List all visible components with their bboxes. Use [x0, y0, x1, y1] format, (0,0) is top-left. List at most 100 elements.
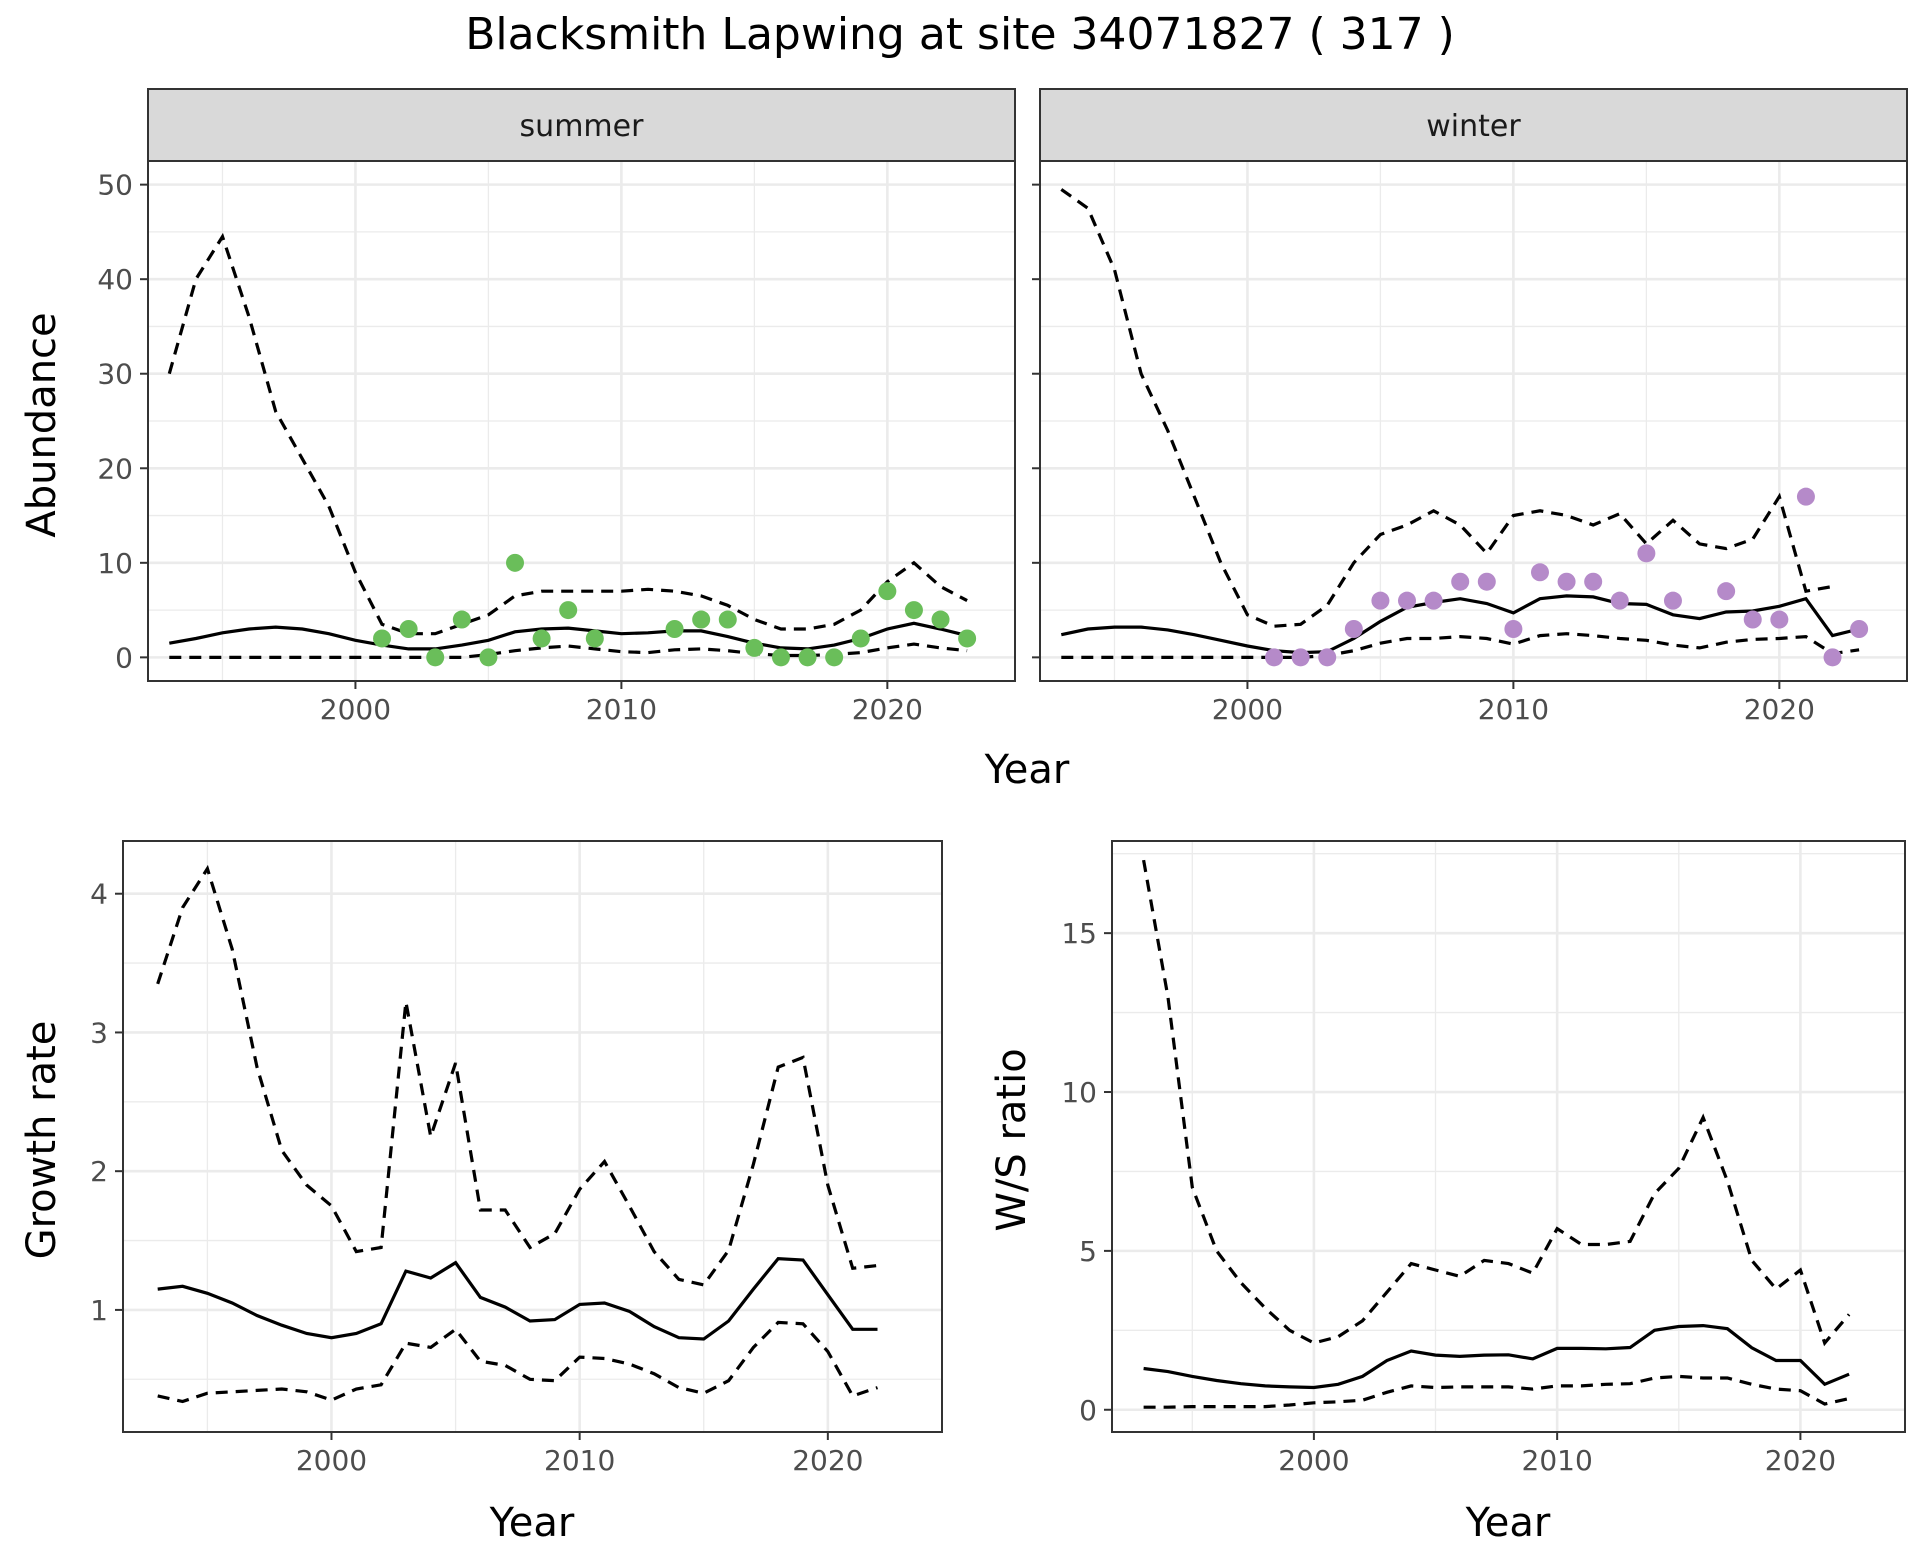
growth-x-axis-title: Year — [489, 1500, 575, 1546]
panel-summer: summer 2000 2010 2020 0 10 20 30 40 50 — [97, 88, 1016, 726]
plot-winter: 2000 2010 2020 — [1032, 160, 1908, 726]
winter-observation-point — [1265, 648, 1284, 667]
ws-lower-bound-line — [1143, 1374, 1850, 1409]
ws-x-axis-title: Year — [1465, 1500, 1551, 1546]
summer-mean-line — [169, 621, 968, 651]
ws-mean-line — [1143, 1323, 1850, 1390]
summer-x-tick-label: 2000 — [320, 693, 391, 726]
growth-plot-background — [123, 841, 942, 1432]
winter-mean-line — [1060, 594, 1860, 655]
ws-x-tick-label: 2010 — [1522, 1444, 1593, 1477]
summer-observation-point — [399, 620, 418, 638]
summer-panel-border — [147, 160, 1016, 682]
figure-title: Blacksmith Lapwing at site 34071827 ( 31… — [465, 9, 1454, 60]
ws-y-tick-label: 0 — [1079, 1394, 1097, 1427]
ws-upper-bound-line — [1142, 859, 1851, 1347]
ws-x-tick-label: 2000 — [1278, 1444, 1349, 1477]
strip-winter — [1039, 88, 1908, 162]
summer-observation-point — [665, 620, 684, 638]
summer-observation-point — [851, 629, 870, 648]
summer-observation-point — [745, 638, 764, 657]
summer-upper-bound-line — [167, 232, 968, 636]
summer-y-tick-label: 0 — [115, 641, 133, 674]
summer-observation-point — [718, 610, 737, 629]
panel-ws-ratio: 2000 2010 2020 0 5 10 15 Year W/S ratio — [989, 840, 1906, 1546]
winter-observation-point — [1530, 563, 1549, 582]
winter-x-tick-label: 2000 — [1212, 693, 1283, 726]
summer-observation-point — [958, 629, 977, 648]
growth-x-tick-label: 2010 — [544, 1444, 615, 1477]
strip-label-winter: winter — [1426, 109, 1521, 144]
winter-observation-point — [1371, 591, 1390, 610]
ws-plot-background — [1112, 841, 1905, 1432]
ws-x-tick-label: 2020 — [1765, 1444, 1836, 1477]
summer-observation-point — [771, 648, 790, 667]
winter-observation-point — [1451, 572, 1470, 591]
winter-observation-point — [1504, 620, 1523, 638]
ws-y-axis-title: W/S ratio — [989, 1048, 1035, 1231]
growth-y-tick-label: 1 — [90, 1294, 108, 1327]
summer-y-tick-label: 40 — [97, 263, 133, 296]
winter-observation-point — [1291, 648, 1310, 667]
strip-summer — [147, 88, 1016, 162]
growth-lower-bound-line — [157, 1320, 879, 1404]
winter-observation-point — [1318, 648, 1337, 667]
winter-observation-point — [1557, 572, 1576, 591]
summer-observation-point — [426, 648, 445, 667]
winter-observation-point — [1770, 610, 1789, 629]
summer-observation-point — [452, 610, 471, 629]
growth-y-tick-label: 2 — [90, 1155, 108, 1188]
growth-x-tick-label: 2000 — [296, 1444, 367, 1477]
plot-summer: 2000 2010 2020 0 10 20 30 40 50 — [97, 160, 1016, 726]
winter-observation-point — [1663, 591, 1682, 610]
summer-observation-point — [904, 601, 923, 620]
winter-panel-border — [1039, 160, 1908, 682]
winter-upper-bound-line — [1060, 188, 1833, 628]
ws-y-tick-label: 5 — [1079, 1235, 1097, 1268]
winter-observation-point — [1398, 591, 1417, 610]
winter-observation-point — [1344, 620, 1363, 638]
winter-lower-bound-line — [1061, 632, 1860, 659]
ws-panel-border — [1111, 840, 1906, 1433]
summer-observation-point — [798, 648, 817, 667]
summer-x-tick-label: 2020 — [852, 693, 923, 726]
winter-observation-point — [1477, 572, 1496, 591]
winter-observation-point — [1823, 648, 1842, 667]
plot-growth-rate: 2000 2010 2020 1 2 3 4 — [90, 840, 943, 1477]
growth-upper-bound-line — [156, 864, 878, 1287]
summer-observation-point — [692, 610, 711, 629]
growth-y-tick-label: 3 — [90, 1016, 108, 1049]
winter-observation-point — [1717, 582, 1736, 601]
summer-x-tick-label: 2010 — [586, 693, 657, 726]
growth-y-tick-label: 4 — [90, 878, 108, 911]
winter-x-tick-label: 2020 — [1744, 693, 1815, 726]
strip-label-summer: summer — [520, 109, 645, 144]
summer-observation-point — [373, 629, 392, 648]
winter-observation-point — [1850, 620, 1869, 638]
summer-observation-point — [931, 610, 950, 629]
winter-observation-point — [1637, 544, 1656, 563]
winter-observation-point — [1796, 487, 1815, 506]
growth-panel-border — [122, 840, 943, 1433]
summer-y-tick-label: 10 — [97, 547, 133, 580]
growth-x-tick-label: 2020 — [792, 1444, 863, 1477]
panel-winter: winter 2000 2010 2020 — [1032, 88, 1908, 726]
winter-observation-point — [1424, 591, 1443, 610]
abundance-y-axis-title: Abundance — [19, 312, 65, 537]
summer-observation-point — [585, 629, 604, 648]
winter-observation-point — [1584, 572, 1603, 591]
winter-observation-point — [1743, 610, 1762, 629]
summer-observation-point — [825, 648, 844, 667]
summer-observation-point — [532, 629, 551, 648]
summer-y-tick-label: 50 — [97, 169, 133, 202]
summer-y-tick-label: 30 — [97, 358, 133, 391]
ws-y-tick-label: 15 — [1061, 917, 1097, 950]
growth-mean-line — [157, 1256, 878, 1341]
summer-observation-point — [506, 553, 525, 572]
ws-y-tick-label: 10 — [1061, 1076, 1097, 1109]
winter-x-tick-label: 2010 — [1478, 693, 1549, 726]
abundance-x-axis-title: Year — [984, 747, 1070, 793]
summer-observation-point — [479, 648, 498, 667]
summer-observation-point — [559, 601, 578, 620]
